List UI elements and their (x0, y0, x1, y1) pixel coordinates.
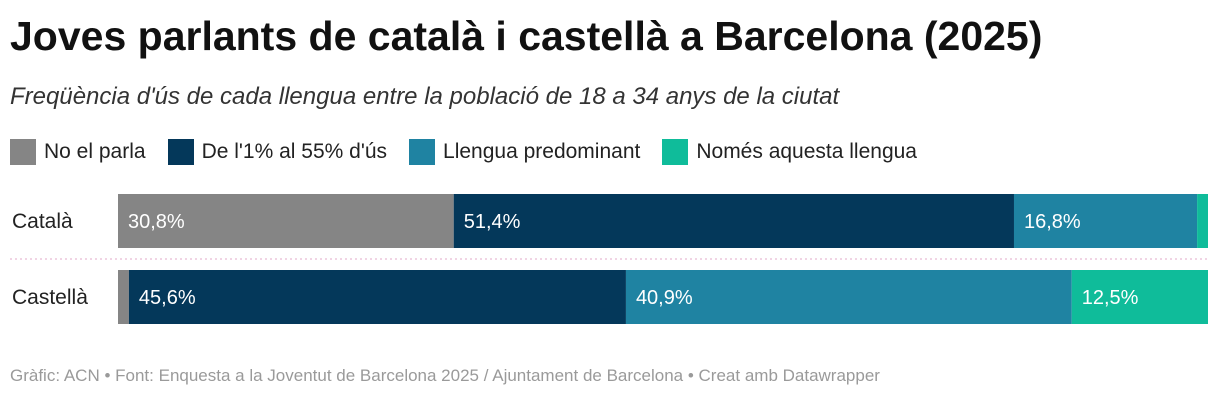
legend-item-no-el-parla: No el parla (10, 137, 146, 167)
chart-title: Joves parlants de català i castellà a Ba… (10, 13, 1043, 59)
bar-segment (1071, 270, 1208, 324)
bar-segment (1197, 194, 1208, 248)
bar-segment (118, 194, 454, 248)
bar-segment (625, 270, 1072, 324)
legend-swatch (409, 139, 436, 165)
legend-label: Només aquesta llengua (696, 140, 917, 163)
data-label: 30,8% (128, 211, 185, 233)
data-label: 40,9% (636, 287, 693, 309)
data-label: 51,4% (464, 211, 521, 233)
data-label: 16,8% (1024, 211, 1081, 233)
legend: No el parla De l'1% al 55% d'ús Llengua … (10, 137, 939, 167)
legend-label: Llengua predominant (443, 140, 641, 163)
bar-segment (453, 194, 1014, 248)
data-label: 45,6% (139, 287, 196, 309)
legend-swatch (10, 139, 36, 165)
legend-item-llengua-predominant: Llengua predominant (409, 137, 640, 167)
chart-footer: Gràfic: ACN • Font: Enquesta a la Jovent… (10, 366, 880, 385)
category-label: Castellà (12, 286, 88, 309)
stacked-bar-chart: Català 30,8% 51,4% 16,8% Castellà 45,6% 40,9% 1… (10, 194, 1208, 324)
legend-item-nomes-aquesta-llengua: Només aquesta llengua (662, 137, 917, 167)
bar-segment (118, 270, 129, 324)
bar-segment (1013, 194, 1198, 248)
chart-subtitle: Freqüència d'ús de cada llengua entre la… (10, 83, 840, 110)
bar-segment (128, 270, 626, 324)
data-label: 12,5% (1082, 287, 1139, 309)
legend-item-1-55-us: De l'1% al 55% d'ús (167, 137, 388, 167)
legend-label: No el parla (44, 140, 146, 163)
category-label: Català (12, 210, 73, 233)
legend-label: De l'1% al 55% d'ús (201, 140, 388, 163)
legend-swatch (167, 139, 194, 165)
legend-swatch (662, 139, 689, 165)
